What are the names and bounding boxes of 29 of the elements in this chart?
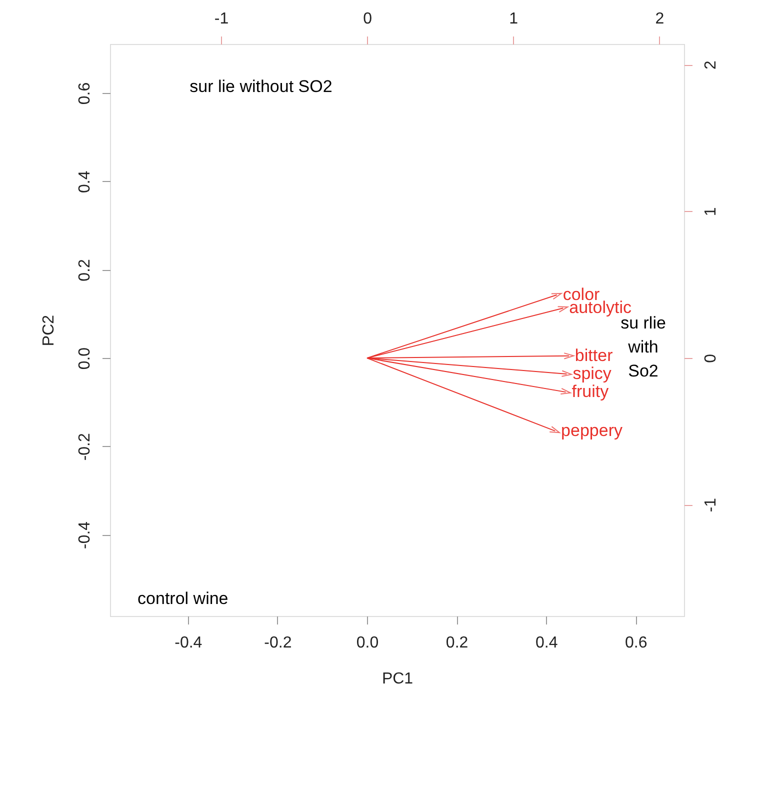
y-tick-label: -0.2 <box>76 433 94 461</box>
y2-tick-label: 2 <box>702 60 720 70</box>
annotation: sur lie without SO2 <box>190 76 332 96</box>
x-axis-title: PC1 <box>382 670 414 688</box>
y-tick-label: 0.2 <box>76 258 94 282</box>
series-label: peppery <box>561 420 623 440</box>
series-label: bitter <box>574 346 614 365</box>
x2-tick-label: 1 <box>509 10 518 28</box>
series-label: spicy <box>572 364 612 383</box>
y-tick-label: 0.4 <box>76 170 94 193</box>
x2-tick-label: 2 <box>655 10 664 28</box>
x-tick-label: 0.6 <box>625 634 648 652</box>
y-axis-title: PC2 <box>40 314 58 346</box>
x-tick-label: 0.2 <box>446 634 468 652</box>
y2-tick-label: 1 <box>702 207 720 216</box>
y-tick-label: 0.0 <box>76 347 94 370</box>
annotation: su rlie with So2 <box>620 314 666 381</box>
y2-tick-label: -1 <box>702 498 720 512</box>
y-tick-label: -0.4 <box>76 521 94 550</box>
annotation: control wine <box>138 588 228 608</box>
x2-tick-label: 0 <box>363 10 372 28</box>
x2-tick-label: -1 <box>214 10 229 28</box>
y2-tick-label: 0 <box>702 354 720 363</box>
series-label: fruity <box>572 382 610 402</box>
x-tick-label: -0.2 <box>264 634 292 652</box>
x-tick-label: 0.0 <box>356 634 379 652</box>
x-tick-label: -0.4 <box>174 634 202 652</box>
y-tick-label: 0.6 <box>76 82 94 105</box>
x-tick-label: 0.4 <box>535 634 558 652</box>
